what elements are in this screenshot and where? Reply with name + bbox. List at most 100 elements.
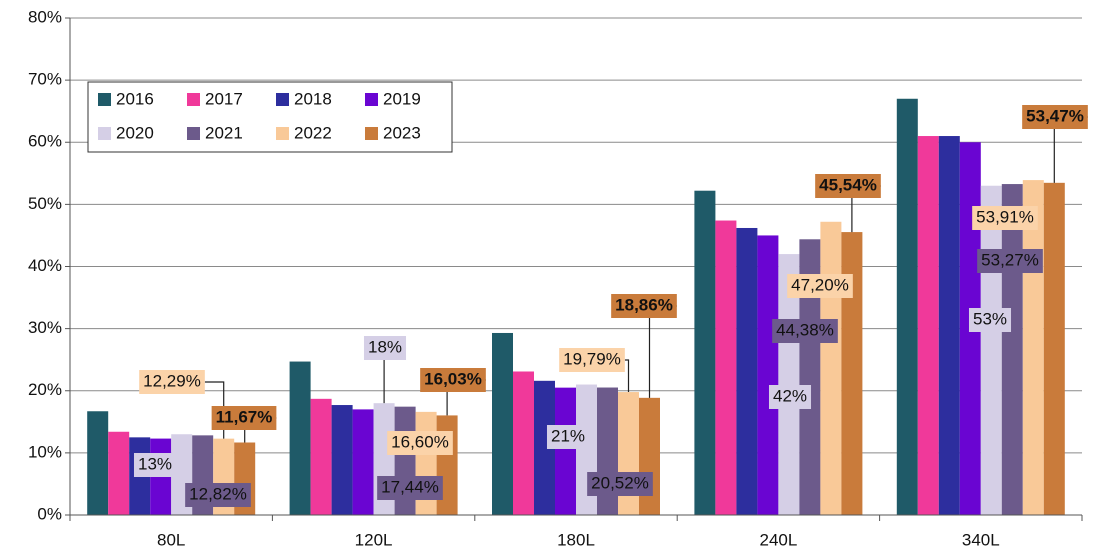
bar (1001, 184, 1023, 515)
bar (715, 220, 737, 515)
data-label: 45,54% (819, 175, 877, 194)
legend-label: 2018 (294, 89, 332, 108)
bar (310, 398, 332, 515)
data-label-bg (972, 206, 1038, 230)
data-label-bg (772, 319, 838, 343)
bars (87, 98, 1065, 516)
legend-label: 2021 (205, 123, 243, 142)
x-tick-label: 80L (157, 530, 185, 549)
bar (736, 227, 758, 516)
data-label-bg (815, 174, 881, 198)
legend-swatch (365, 127, 378, 140)
data-label: 16,03% (424, 369, 482, 388)
data-label-bg (211, 406, 277, 430)
legend-label: 2022 (294, 123, 332, 142)
y-tick-label: 20% (28, 380, 62, 399)
data-label-bg (611, 294, 677, 318)
data-label: 21% (551, 426, 585, 445)
data-label-bg (185, 483, 251, 507)
legend: 2016 2017 2018 2019 2020 2021 2022 2023 (87, 81, 453, 153)
bar (331, 405, 353, 515)
y-tick-label: 40% (28, 256, 62, 275)
labels: 13% 12,82% 12,29% 11,67% 18% 17,44% 16,60% 16,0… (133, 105, 1088, 507)
bar (492, 332, 513, 515)
data-label-bg (139, 370, 205, 394)
bar (1043, 182, 1065, 515)
legend-label: 2016 (116, 89, 154, 108)
legend-swatch (187, 127, 200, 140)
bar (513, 371, 534, 515)
data-label: 13% (138, 454, 172, 473)
data-label-bg (387, 431, 453, 455)
legend-swatch (276, 127, 289, 140)
data-label: 18% (368, 337, 402, 356)
y-tick-label: 50% (28, 194, 62, 213)
bar (980, 185, 1002, 516)
bar (1022, 180, 1044, 516)
legend-swatch (187, 93, 200, 106)
data-label: 19,79% (563, 349, 621, 368)
x-tick-label: 120L (355, 530, 393, 549)
bar (896, 98, 918, 515)
y-tick-label: 10% (28, 442, 62, 461)
data-label-bg (133, 453, 177, 477)
data-label-bg (587, 472, 653, 496)
bar (108, 431, 130, 515)
legend-swatch (98, 93, 111, 106)
bar (555, 387, 576, 515)
bar (618, 392, 639, 515)
bar (917, 136, 939, 515)
legend-swatch (98, 127, 111, 140)
data-label: 53,27% (981, 250, 1039, 269)
legend-label: 2020 (116, 123, 154, 142)
data-label: 53,47% (1026, 106, 1084, 125)
data-label-bg (1022, 105, 1088, 129)
y-tick-label: 60% (28, 132, 62, 151)
bar (352, 409, 374, 515)
data-label: 44,38% (776, 320, 834, 339)
y-tick-label: 80% (28, 7, 62, 26)
data-label-bg (787, 274, 853, 298)
data-label-bg (420, 368, 486, 392)
data-label: 20,52% (591, 473, 649, 492)
data-label: 47,20% (791, 275, 849, 294)
leader-line (648, 305, 677, 398)
axes: 0% 10% 20% 30% 40% 50% 60% 70% 80% 80L 120L 180L 240… (28, 7, 1083, 549)
x-tick-label: 240L (759, 530, 797, 549)
legend-label: 2017 (205, 89, 243, 108)
bar (436, 415, 458, 515)
y-tick-label: 30% (28, 318, 62, 337)
legend-label: 2019 (383, 89, 421, 108)
data-label: 53,91% (976, 207, 1034, 226)
legend-swatch (276, 93, 289, 106)
data-label-bg (768, 385, 812, 409)
data-label: 11,67% (216, 407, 273, 426)
bar (841, 232, 863, 515)
data-label-bg (968, 308, 1012, 332)
x-tick-label: 180L (557, 530, 595, 549)
data-label: 53% (973, 309, 1007, 328)
data-label-bg (363, 336, 407, 360)
leader-line (624, 359, 630, 393)
data-label: 16,60% (391, 432, 449, 451)
data-label: 17,44% (381, 477, 439, 496)
legend-label: 2023 (383, 123, 421, 142)
data-label-bg (377, 476, 443, 500)
data-label-bg (546, 425, 590, 449)
bar (289, 361, 311, 515)
legend-swatch (365, 93, 378, 106)
y-tick-label: 70% (28, 70, 62, 89)
data-label: 18,86% (615, 295, 673, 314)
bar (87, 411, 109, 515)
bar (938, 136, 960, 515)
legend-box (87, 81, 453, 153)
x-tick-label: 340L (962, 530, 1000, 549)
data-label-bg (977, 249, 1043, 273)
bar (639, 397, 660, 515)
data-label: 12,82% (189, 484, 247, 503)
bar (534, 380, 555, 515)
bar (757, 235, 779, 515)
data-label: 42% (773, 386, 807, 405)
bar (694, 190, 716, 515)
